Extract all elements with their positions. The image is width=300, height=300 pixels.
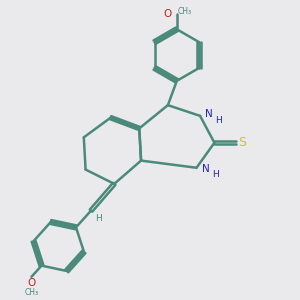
- Text: H: H: [212, 170, 218, 179]
- Text: O: O: [27, 278, 36, 287]
- Text: N: N: [205, 110, 213, 119]
- Text: H: H: [215, 116, 222, 125]
- Text: S: S: [238, 136, 246, 149]
- Text: N: N: [202, 164, 209, 174]
- Text: O: O: [164, 9, 172, 19]
- Text: CH₃: CH₃: [24, 288, 38, 297]
- Text: CH₃: CH₃: [178, 7, 192, 16]
- Text: H: H: [95, 214, 102, 223]
